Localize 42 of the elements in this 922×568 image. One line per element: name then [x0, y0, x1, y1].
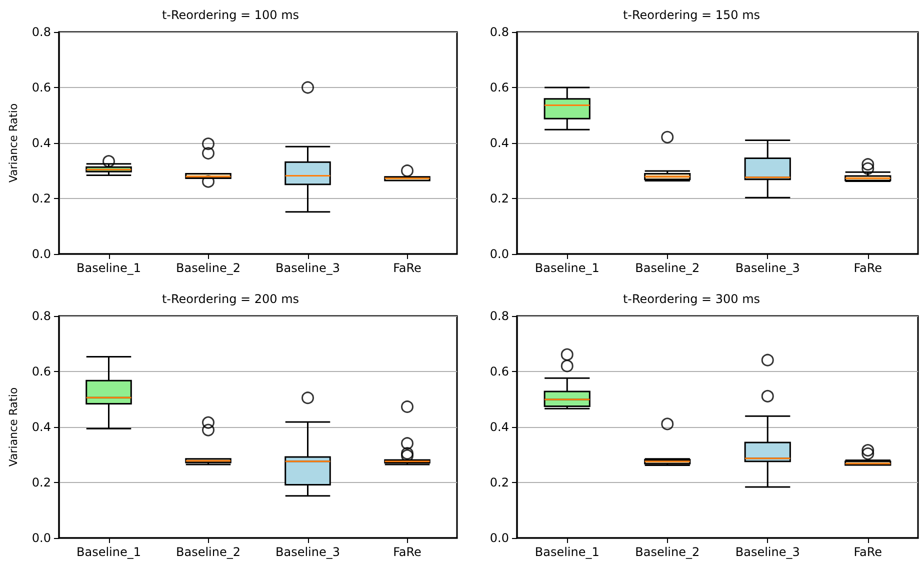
- x-tick-label: Baseline_1: [76, 261, 142, 275]
- y-tick-label: 0.2: [490, 476, 509, 490]
- x-tick-label: Baseline_3: [275, 261, 340, 275]
- y-tick-label: 0.6: [32, 364, 51, 378]
- y-tick-label: 0.2: [32, 476, 51, 490]
- y-tick-label: 0.6: [32, 80, 51, 94]
- y-tick-label: 0.2: [32, 192, 51, 206]
- y-tick-label: 0.8: [32, 25, 51, 39]
- y-tick-label: 0.0: [490, 247, 509, 261]
- x-tick-label: Baseline_3: [735, 261, 800, 275]
- chart-title: t-Reordering = 100 ms: [162, 8, 300, 22]
- y-axis-title: Variance Ratio: [7, 103, 20, 183]
- y-tick-label: 0.4: [490, 420, 509, 434]
- x-tick-label: Baseline_2: [635, 545, 700, 559]
- y-tick-label: 0.0: [32, 531, 51, 545]
- y-tick-label: 0.8: [32, 309, 51, 323]
- y-tick-label: 0.4: [32, 420, 51, 434]
- y-tick-label: 0.8: [490, 309, 509, 323]
- x-tick-label: Baseline_2: [635, 261, 700, 275]
- x-tick-label: FaRe: [854, 545, 882, 559]
- x-tick-label: FaRe: [393, 545, 422, 559]
- y-tick-label: 0.2: [490, 192, 509, 206]
- y-tick-label: 0.0: [490, 531, 509, 545]
- y-tick-label: 0.4: [490, 136, 509, 150]
- y-tick-label: 0.0: [32, 247, 51, 261]
- x-tick-label: FaRe: [393, 261, 422, 275]
- y-tick-label: 0.6: [490, 364, 509, 378]
- x-tick-label: Baseline_3: [275, 545, 340, 559]
- x-tick-label: FaRe: [854, 261, 882, 275]
- x-tick-label: Baseline_1: [76, 545, 142, 559]
- y-tick-label: 0.8: [490, 25, 509, 39]
- x-tick-label: Baseline_1: [534, 261, 600, 275]
- chart-title: t-Reordering = 200 ms: [162, 292, 300, 306]
- x-tick-label: Baseline_1: [534, 545, 600, 559]
- chart-title: t-Reordering = 150 ms: [622, 8, 760, 22]
- y-tick-label: 0.6: [490, 80, 509, 94]
- x-tick-label: Baseline_3: [735, 545, 800, 559]
- chart-title: t-Reordering = 300 ms: [622, 292, 760, 306]
- y-axis-title: Variance Ratio: [7, 387, 20, 467]
- y-tick-label: 0.4: [32, 136, 51, 150]
- x-tick-label: Baseline_2: [176, 545, 241, 559]
- x-tick-label: Baseline_2: [176, 261, 241, 275]
